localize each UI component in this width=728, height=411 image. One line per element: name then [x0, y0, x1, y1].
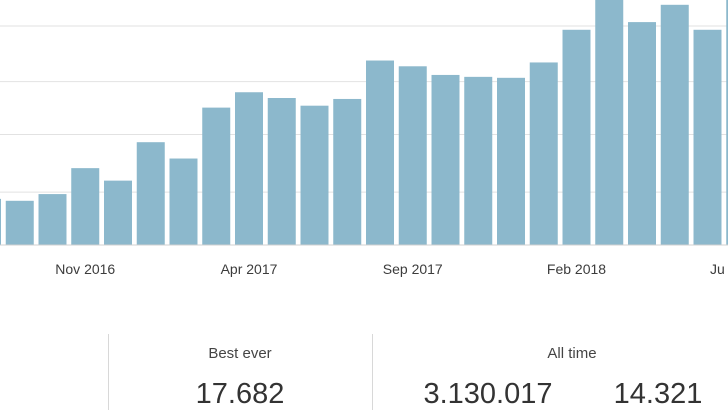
all-time-value-total: 3.130.017: [423, 378, 553, 410]
bar-20: [628, 22, 656, 245]
x-tick-labels: Nov 2016 Apr 2017 Sep 2017 Feb 2018 Ju: [55, 261, 725, 277]
bar-4: [104, 180, 132, 245]
bar-2: [38, 194, 67, 245]
bar-0: [0, 198, 1, 245]
bar-19: [595, 0, 624, 246]
bar-3: [71, 168, 100, 245]
bar-10: [300, 105, 329, 245]
x-tick-label-3: Feb 2018: [547, 261, 606, 277]
bar-5: [136, 142, 165, 245]
bar-14: [431, 74, 460, 245]
bar-9: [267, 98, 296, 245]
best-ever-label: Best ever: [208, 345, 272, 362]
bar-23: [726, 0, 728, 245]
bar-16: [497, 77, 525, 245]
bar-12: [366, 60, 394, 245]
bar-6: [169, 158, 198, 245]
bar-15: [464, 76, 493, 245]
all-time-value-secondary: 14.321: [613, 378, 703, 410]
bars: [0, 0, 728, 246]
bar-11: [333, 98, 362, 246]
bar-chart: Nov 2016 Apr 2017 Sep 2017 Feb 2018 Ju: [0, 0, 728, 277]
bar-17: [529, 62, 558, 246]
bar-1: [5, 200, 34, 245]
all-time-label: All time: [547, 345, 597, 362]
bar-7: [202, 107, 231, 245]
divider-right: [372, 334, 373, 410]
x-tick-label-0: Nov 2016: [55, 261, 115, 277]
x-tick-label-1: Apr 2017: [221, 261, 278, 277]
bar-13: [398, 66, 427, 245]
best-ever-value: 17.682: [195, 378, 285, 410]
bar-8: [235, 92, 263, 246]
bar-22: [693, 29, 722, 246]
divider-left: [108, 334, 109, 410]
bar-18: [562, 29, 591, 246]
stats-row: Best ever 17.682 All time 3.130.017 14.3…: [0, 330, 728, 410]
x-tick-label-2: Sep 2017: [383, 261, 443, 277]
bar-21: [660, 4, 689, 245]
x-tick-label-4: Ju: [710, 261, 725, 277]
